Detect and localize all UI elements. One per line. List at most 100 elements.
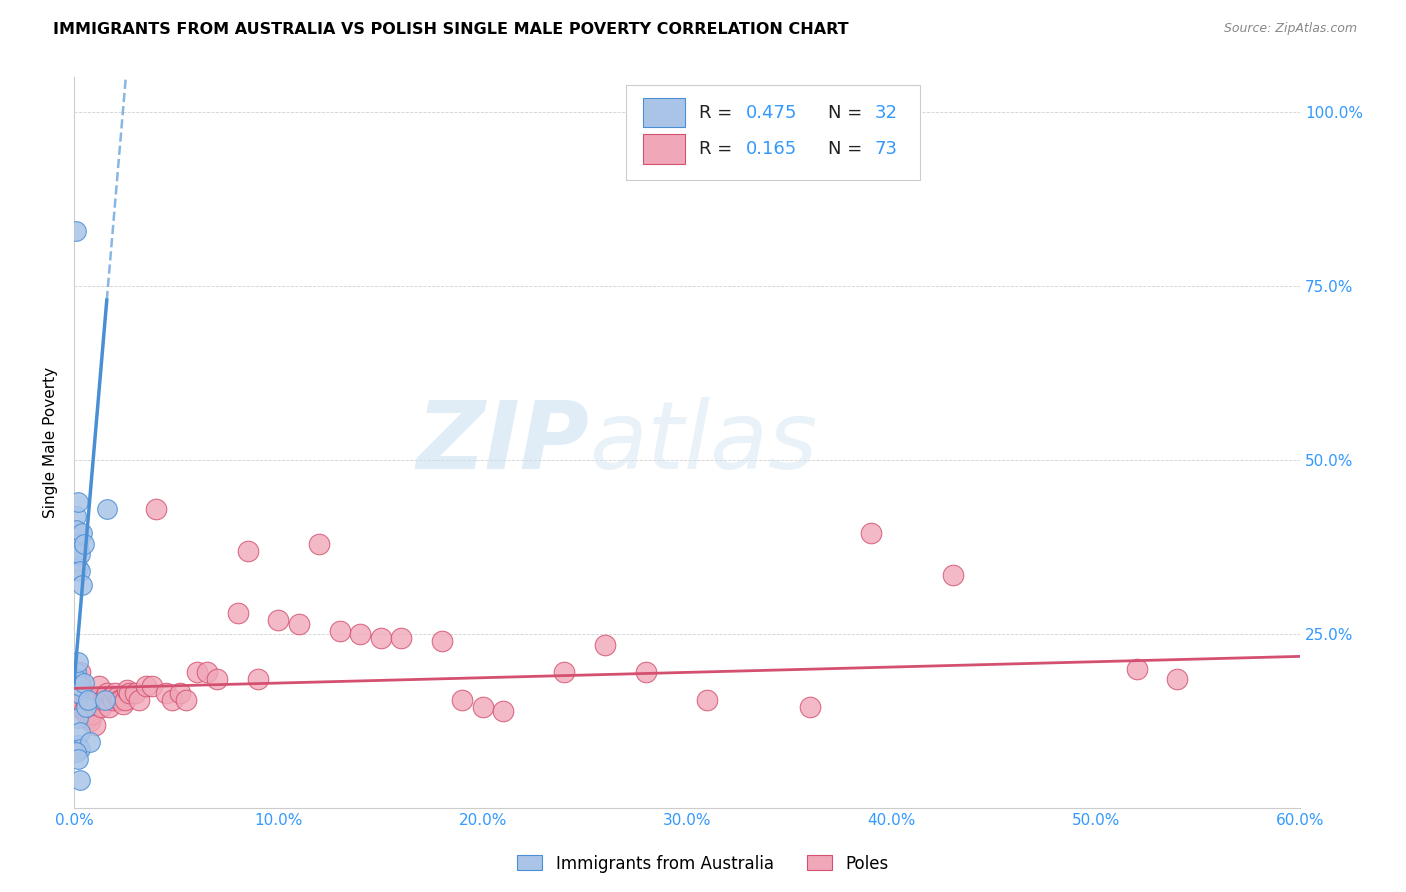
- Point: [67, 690, 90, 704]
- Point: [389, 631, 412, 645]
- Point: [73, 676, 96, 690]
- Point: [97, 700, 120, 714]
- Point: [100, 690, 122, 704]
- Point: [73, 536, 96, 550]
- Point: [69, 679, 91, 693]
- Legend: Immigrants from Australia, Poles: Immigrants from Australia, Poles: [510, 848, 896, 880]
- Point: [77, 693, 100, 707]
- Point: [87, 679, 110, 693]
- Point: [69, 565, 91, 579]
- Point: [169, 686, 191, 700]
- Point: [69, 676, 91, 690]
- Text: IMMIGRANTS FROM AUSTRALIA VS POLISH SINGLE MALE POVERTY CORRELATION CHART: IMMIGRANTS FROM AUSTRALIA VS POLISH SING…: [53, 22, 849, 37]
- Point: [859, 526, 882, 541]
- Point: [67, 693, 90, 707]
- Point: [72, 526, 94, 541]
- Point: [799, 700, 821, 714]
- Y-axis label: Single Male Poverty: Single Male Poverty: [44, 368, 58, 518]
- Point: [67, 711, 90, 725]
- Point: [1125, 662, 1147, 676]
- Point: [65, 554, 87, 568]
- Point: [69, 665, 91, 680]
- Point: [79, 735, 101, 749]
- Point: [141, 679, 163, 693]
- Point: [236, 543, 259, 558]
- Point: [246, 673, 269, 687]
- Point: [77, 711, 100, 725]
- Point: [67, 543, 90, 558]
- Point: [135, 679, 157, 693]
- Point: [112, 697, 135, 711]
- Point: [696, 693, 718, 707]
- Point: [205, 673, 228, 687]
- FancyBboxPatch shape: [643, 135, 685, 163]
- Point: [65, 673, 87, 687]
- Point: [101, 693, 124, 707]
- Point: [75, 700, 97, 714]
- Point: [79, 700, 101, 714]
- Point: [329, 624, 352, 638]
- Point: [108, 693, 131, 707]
- Point: [636, 665, 658, 680]
- Text: ZIP: ZIP: [416, 397, 589, 489]
- Point: [226, 606, 249, 620]
- Point: [86, 693, 108, 707]
- Point: [77, 693, 100, 707]
- Point: [65, 746, 87, 760]
- Point: [67, 495, 90, 509]
- Point: [65, 523, 87, 537]
- Point: [79, 714, 101, 728]
- Point: [160, 693, 183, 707]
- Point: [91, 693, 114, 707]
- Point: [69, 742, 91, 756]
- Text: N =: N =: [828, 140, 868, 158]
- Point: [67, 561, 90, 575]
- Point: [65, 223, 87, 237]
- Point: [67, 752, 90, 766]
- Point: [430, 634, 453, 648]
- Point: [67, 739, 90, 753]
- Point: [69, 686, 91, 700]
- Point: [65, 665, 87, 680]
- Point: [115, 682, 138, 697]
- Point: [114, 693, 136, 707]
- Text: N =: N =: [828, 103, 868, 121]
- Point: [83, 717, 105, 731]
- Point: [942, 568, 965, 582]
- Text: 73: 73: [875, 140, 897, 158]
- Point: [451, 693, 474, 707]
- Point: [595, 638, 617, 652]
- Point: [69, 547, 91, 561]
- Text: 0.475: 0.475: [747, 103, 797, 121]
- Point: [349, 627, 371, 641]
- FancyBboxPatch shape: [626, 85, 920, 179]
- Point: [1166, 673, 1188, 687]
- Point: [72, 690, 94, 704]
- Point: [104, 686, 127, 700]
- Point: [69, 724, 91, 739]
- Point: [67, 655, 90, 669]
- Point: [93, 693, 115, 707]
- Text: 0.165: 0.165: [747, 140, 797, 158]
- Point: [96, 686, 118, 700]
- Text: R =: R =: [699, 140, 738, 158]
- Text: atlas: atlas: [589, 397, 817, 488]
- Point: [128, 693, 150, 707]
- Point: [471, 700, 494, 714]
- Point: [492, 704, 515, 718]
- Point: [124, 686, 146, 700]
- Point: [90, 700, 112, 714]
- Point: [176, 693, 198, 707]
- Point: [105, 690, 128, 704]
- Point: [93, 690, 115, 704]
- Point: [72, 700, 94, 714]
- Text: R =: R =: [699, 103, 738, 121]
- Point: [186, 665, 208, 680]
- Point: [308, 536, 330, 550]
- Point: [267, 613, 290, 627]
- Point: [65, 508, 87, 523]
- Point: [73, 704, 96, 718]
- Point: [83, 690, 105, 704]
- Point: [75, 693, 97, 707]
- Point: [65, 540, 87, 554]
